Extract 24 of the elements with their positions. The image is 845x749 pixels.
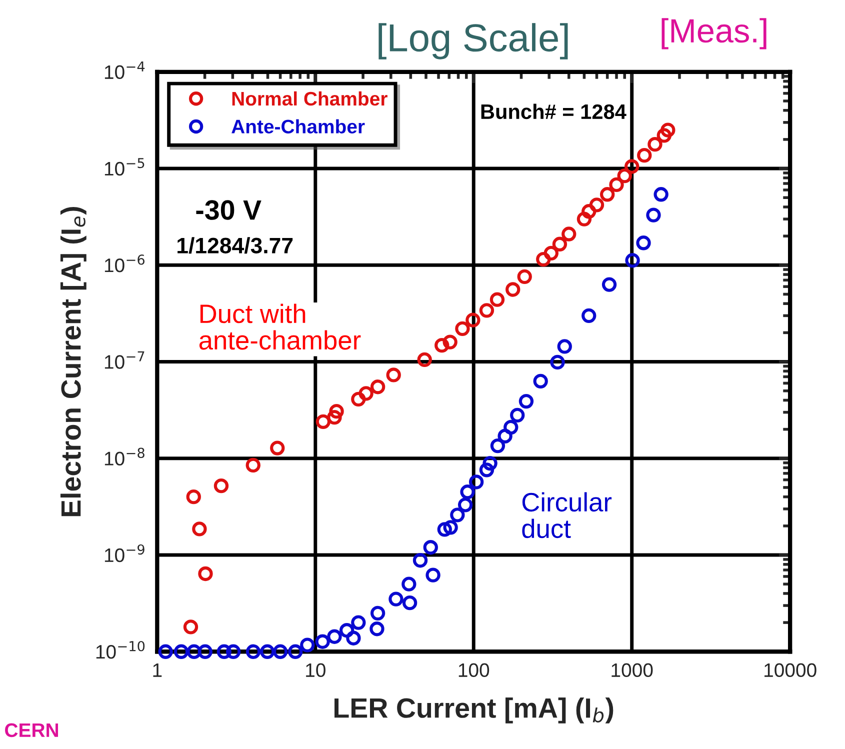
legend-label: Normal Chamber	[232, 91, 388, 106]
y-tick-label: 10$^{−8}$	[104, 448, 144, 466]
chart-title: [Log Scale]	[378, 23, 568, 60]
annotation: -30 V	[196, 200, 262, 220]
text: CERN	[5, 723, 58, 738]
x-tick-label: 1000	[612, 663, 653, 678]
y-tick-label: 10$^{−5}$	[104, 158, 144, 176]
y-tick-label: 10$^{−10}$	[96, 640, 145, 659]
y-tick-label: 10$^{−7}$	[104, 351, 144, 369]
y-axis-title: Electron Current [A] (I$_{e}$)	[60, 207, 86, 516]
x-tick-label: 100	[458, 663, 490, 678]
x-tick-label: 1	[153, 663, 162, 677]
y-tick-label: 10$^{−9}$	[104, 544, 144, 562]
x-tick-label: 10	[306, 663, 326, 678]
x-axis-title: LER Current [mA] (I$_{b}$)	[334, 698, 614, 724]
x-tick-label: 10000	[764, 663, 816, 678]
y-tick-label: 10$^{−4}$	[104, 61, 145, 80]
legend-label: Ante-Chamber	[232, 119, 365, 134]
y-tick-label: 10$^{−6}$	[104, 254, 144, 272]
chart-subtitle: [Meas.]	[662, 18, 766, 50]
annotation: Bunch# = 1284	[481, 104, 626, 120]
annotation: 1/1284/3.77	[178, 237, 293, 254]
annotation: Circular duct	[522, 492, 612, 538]
annotation: Duct with ante-chamber	[199, 304, 361, 350]
